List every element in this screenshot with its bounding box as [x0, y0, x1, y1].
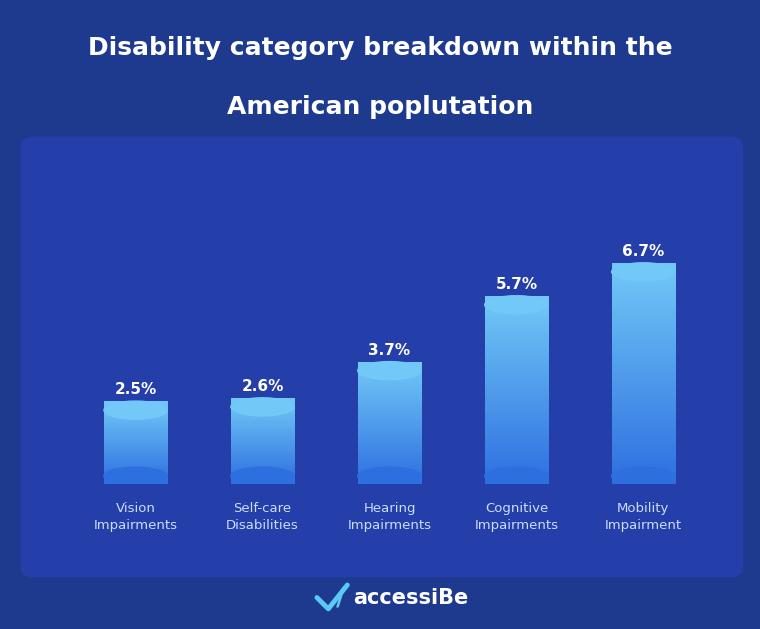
Text: Hearing
Impairments: Hearing Impairments	[347, 503, 432, 532]
Ellipse shape	[231, 398, 294, 416]
Ellipse shape	[485, 467, 548, 485]
Text: Cognitive
Impairments: Cognitive Impairments	[474, 503, 559, 532]
Text: 5.7%: 5.7%	[496, 277, 537, 292]
Ellipse shape	[104, 401, 167, 419]
Text: 6.7%: 6.7%	[622, 244, 664, 259]
Ellipse shape	[485, 296, 548, 314]
Text: 3.7%: 3.7%	[369, 343, 410, 357]
Text: Vision
Impairments: Vision Impairments	[93, 503, 178, 532]
Text: Mobility
Impairment: Mobility Impairment	[605, 503, 682, 532]
Text: accessiBe: accessiBe	[353, 587, 469, 608]
Text: Self-care
Disabilities: Self-care Disabilities	[226, 503, 299, 532]
Text: /: /	[336, 586, 345, 610]
Ellipse shape	[612, 263, 675, 281]
Text: 2.6%: 2.6%	[242, 379, 283, 394]
Ellipse shape	[358, 467, 421, 485]
Ellipse shape	[358, 362, 421, 380]
Ellipse shape	[104, 467, 167, 485]
Ellipse shape	[612, 467, 675, 485]
Ellipse shape	[231, 467, 294, 485]
Text: American poplutation: American poplutation	[226, 95, 534, 119]
Text: 2.5%: 2.5%	[115, 382, 157, 397]
Text: Disability category breakdown within the: Disability category breakdown within the	[87, 36, 673, 60]
